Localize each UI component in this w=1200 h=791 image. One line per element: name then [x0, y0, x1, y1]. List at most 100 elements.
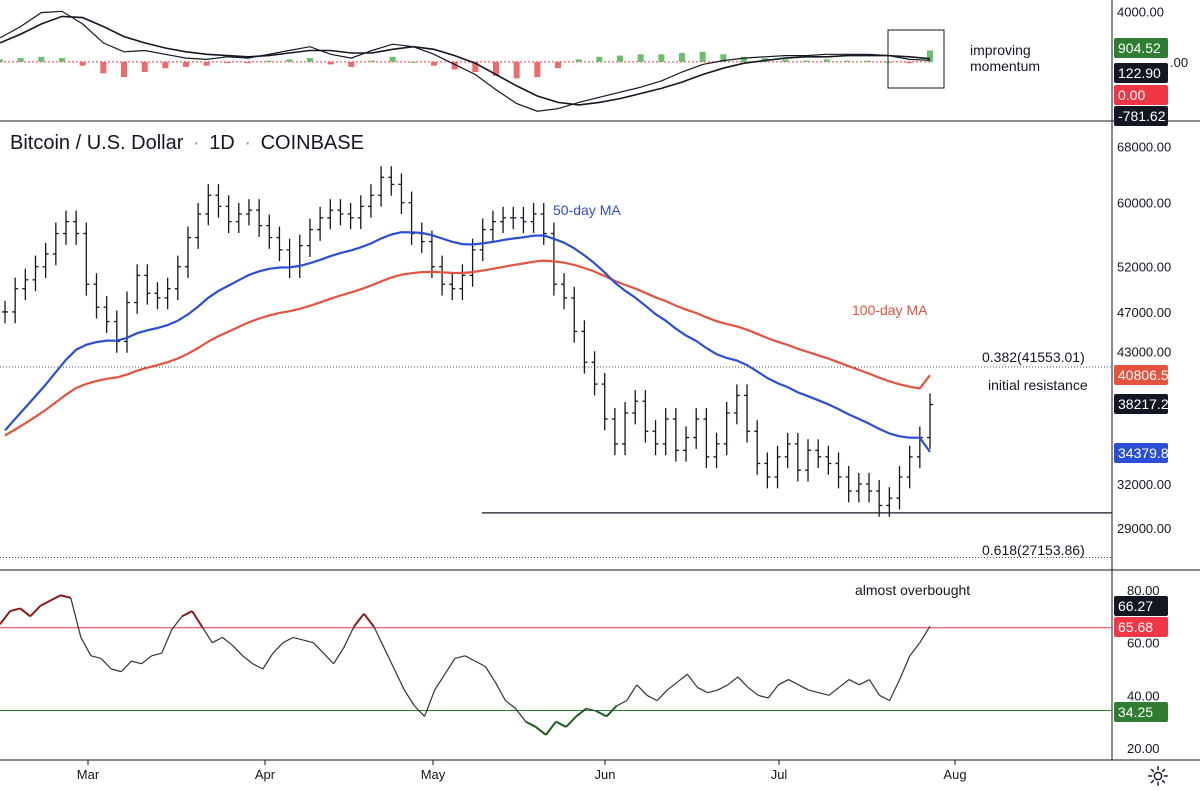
macd-histogram-bar — [121, 61, 127, 78]
macd-value-tag: 0.00 — [1114, 85, 1168, 105]
macd-histogram-bar — [141, 61, 148, 73]
macd-panel — [0, 10, 933, 112]
rsi-segment — [889, 679, 901, 701]
ohlc-bar — [347, 202, 354, 230]
exchange-label: COINBASE — [260, 132, 364, 154]
price-value-tag: 40806.59 — [1114, 365, 1177, 385]
rsi-segment — [586, 707, 597, 712]
ohlc-bar — [154, 282, 161, 310]
macd-histogram-bar — [100, 61, 107, 74]
macd-histogram-bar — [410, 61, 417, 63]
rsi-segment — [575, 707, 587, 718]
ohlc-bar — [591, 351, 598, 396]
ohlc-bar — [398, 173, 405, 214]
price-tag-box — [1114, 106, 1168, 126]
rsi-tick-label: 40.00 — [1127, 688, 1160, 703]
ma100-label: 100-day MA — [852, 302, 928, 318]
macd-histogram-bar — [741, 56, 747, 62]
rsi-segment — [373, 626, 385, 649]
macd-histogram-bar — [493, 61, 499, 76]
rsi-segment — [798, 684, 809, 691]
macd-histogram-bar — [927, 50, 933, 62]
rsi-segment — [868, 679, 880, 696]
price-tag-box — [1114, 38, 1168, 58]
price-tag-box — [1114, 365, 1168, 385]
rsi-segment — [39, 599, 52, 607]
rsi-segment — [858, 679, 870, 686]
macd-value-tag: 904.52 — [1114, 38, 1168, 58]
price-tag-box — [1114, 443, 1168, 463]
rsi-segment — [80, 637, 92, 657]
price-tag-label: 65.68 — [1118, 619, 1153, 635]
ohlc-bar — [845, 465, 852, 503]
macd-histogram-bar — [637, 54, 644, 62]
ohlc-bar — [693, 407, 700, 449]
macd-histogram-bar — [555, 61, 561, 69]
ohlc-bar — [764, 452, 771, 489]
ohlc-bar — [235, 202, 242, 234]
price-tick-label: 43000.00 — [1117, 345, 1171, 360]
rsi-segment — [788, 679, 799, 686]
fib-0618-label: 0.618(27153.86) — [982, 542, 1085, 558]
gear-icon[interactable] — [1147, 765, 1169, 787]
rsi-segment — [737, 676, 749, 688]
rsi-segment — [676, 673, 688, 683]
ohlc-bar — [439, 255, 446, 296]
rsi-segment — [353, 613, 365, 628]
rsi-segment — [212, 636, 223, 644]
macd-histogram-bar — [38, 56, 45, 62]
rsi-segment — [252, 663, 264, 670]
rsi-segment — [19, 607, 31, 618]
macd-histogram-bar — [575, 59, 582, 62]
price-tag-box — [1114, 85, 1168, 105]
ohlc-bar — [164, 277, 171, 310]
rsi-segment — [767, 684, 779, 699]
axes: 68000.00 60000.00 52000.00 47000.00 43000.00… — [77, 4, 1188, 782]
macd-histogram-bar — [286, 59, 293, 62]
ohlc-bar — [530, 202, 537, 234]
interval-label[interactable]: 1D — [209, 132, 235, 154]
rsi-panel — [0, 594, 1112, 736]
rsi-segment — [242, 655, 254, 665]
ohlc-bar — [245, 199, 252, 226]
macd-histogram-bar — [203, 61, 210, 66]
ohlc-bar — [723, 401, 730, 456]
price-tag-label: 34379.87 — [1118, 445, 1177, 461]
price-tick-label: 47000.00 — [1117, 305, 1171, 320]
ohlc-bar — [2, 300, 8, 324]
ohlc-bar — [601, 373, 608, 431]
rsi-segment — [454, 655, 466, 660]
rsi-segment — [90, 655, 102, 660]
ohlc-bar — [683, 426, 690, 462]
ohlc-bar — [459, 264, 466, 301]
ohlc-bar — [52, 222, 59, 266]
macd-histogram-bar — [782, 59, 789, 62]
ohlc-bar — [449, 273, 456, 301]
rsi-segment — [848, 679, 860, 686]
title-separator: · — [244, 132, 251, 154]
rsi-segment — [272, 642, 284, 654]
macd-tick-label: .00 — [1170, 55, 1188, 70]
ohlc-bar — [561, 273, 568, 310]
macd-histogram-bar — [513, 61, 520, 79]
ohlc-bar — [652, 420, 659, 456]
price-tag-label: -781.62 — [1118, 108, 1166, 124]
rsi-segment — [535, 726, 547, 736]
rsi-segment — [141, 655, 152, 665]
rsi-segment — [626, 684, 638, 701]
macd-histogram-bar — [885, 61, 892, 63]
ma50-label: 50-day MA — [553, 202, 621, 218]
ohlc-bar — [855, 472, 862, 503]
ohlc-bar — [469, 238, 476, 287]
rsi-segment — [171, 615, 183, 630]
ohlc-bar — [835, 452, 842, 489]
rsi-segment — [363, 613, 375, 628]
fib-0382-label: 0.382(41553.01) — [982, 349, 1085, 365]
rsi-segment — [151, 652, 162, 657]
ohlc-bar — [184, 226, 191, 279]
price-tag-box — [1114, 702, 1168, 722]
time-tick-label: May — [421, 767, 446, 782]
ohlc-bar — [367, 184, 374, 218]
macd-histogram-bar — [183, 61, 189, 67]
